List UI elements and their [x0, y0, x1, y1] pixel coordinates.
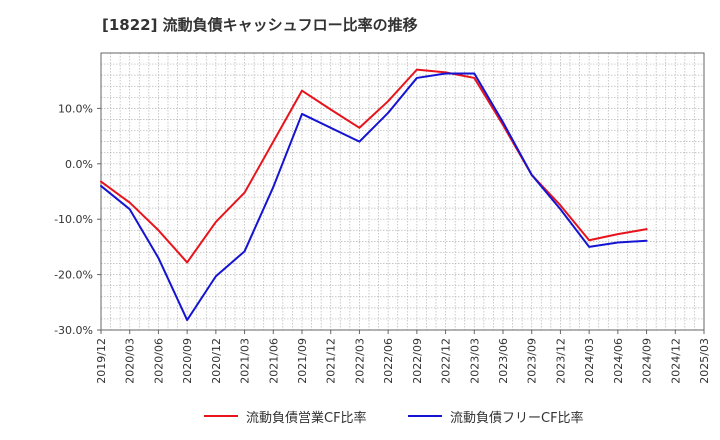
x-tick-label: 2025/03: [698, 338, 711, 384]
x-tick-label: 2022/12: [440, 338, 453, 384]
plot-border: [100, 52, 705, 331]
x-tick-label: 2020/06: [152, 338, 165, 384]
x-tick-labels: 2019/12 2020/03 2020/06 2020/09 2020/12 2021/…: [95, 338, 711, 384]
y-tick-labels: 10.0% 0.0% -10.0% -20.0% -30.0%: [54, 102, 93, 337]
x-tick-label: 2020/09: [181, 338, 194, 384]
y-tick-label: 10.0%: [58, 102, 93, 115]
x-tick-label: 2022/03: [353, 338, 366, 384]
x-tick-label: 2023/03: [468, 338, 481, 384]
x-tick-label: 2023/09: [526, 338, 539, 384]
x-tick-label: 2024/06: [612, 338, 625, 384]
x-tick-label: 2021/09: [296, 338, 309, 384]
y-tick-label: -10.0%: [54, 213, 93, 226]
x-tick-label: 2019/12: [95, 338, 108, 384]
x-tick-label: 2024/03: [583, 338, 596, 384]
series-line-operating-cf: [100, 68, 648, 264]
legend-swatch-free-cf: [408, 415, 442, 417]
x-tick-label: 2021/06: [267, 338, 280, 384]
x-tick-label: 2020/12: [210, 338, 223, 384]
legend: 流動負債営業CF比率 流動負債フリーCF比率: [0, 405, 720, 427]
y-tick-label: -30.0%: [54, 324, 93, 337]
x-tick-label: 2022/09: [411, 338, 424, 384]
x-tick-label: 2024/09: [641, 338, 654, 384]
plot-area: [101, 53, 704, 330]
y-tick-label: 0.0%: [65, 158, 93, 171]
x-tick-label: 2021/03: [239, 338, 252, 384]
series-layer: [100, 68, 648, 322]
x-tick-label: 2021/12: [325, 338, 338, 384]
x-tick-label: 2023/12: [554, 338, 567, 384]
series-line-free-cf: [100, 72, 648, 322]
legend-label-operating-cf: 流動負債営業CF比率: [246, 410, 367, 426]
x-tick-label: 2024/12: [669, 338, 682, 384]
axes: [97, 52, 705, 334]
chart-title: [1822] 流動負債キャッシュフロー比率の推移: [102, 16, 418, 34]
y-tick-label: -20.0%: [54, 269, 93, 282]
x-tick-label: 2023/06: [497, 338, 510, 384]
x-tick-label: 2020/03: [124, 338, 137, 384]
legend-item-operating-cf: 流動負債営業CF比率: [204, 405, 367, 427]
legend-swatch-operating-cf: [204, 415, 238, 417]
legend-item-free-cf: 流動負債フリーCF比率: [408, 405, 584, 427]
legend-label-free-cf: 流動負債フリーCF比率: [450, 410, 584, 426]
x-tick-label: 2022/06: [382, 338, 395, 384]
